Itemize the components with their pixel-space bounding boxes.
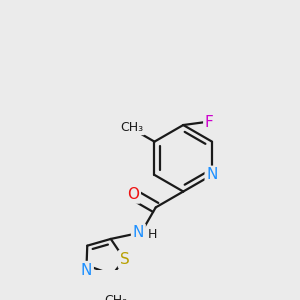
Text: S: S — [120, 252, 129, 267]
Text: CH₃: CH₃ — [104, 294, 127, 300]
Text: N: N — [133, 225, 144, 240]
Text: O: O — [127, 187, 139, 202]
Text: N: N — [81, 262, 92, 278]
Text: N: N — [206, 167, 218, 182]
Text: CH₃: CH₃ — [120, 121, 143, 134]
Text: F: F — [205, 115, 214, 130]
Text: H: H — [148, 228, 157, 241]
